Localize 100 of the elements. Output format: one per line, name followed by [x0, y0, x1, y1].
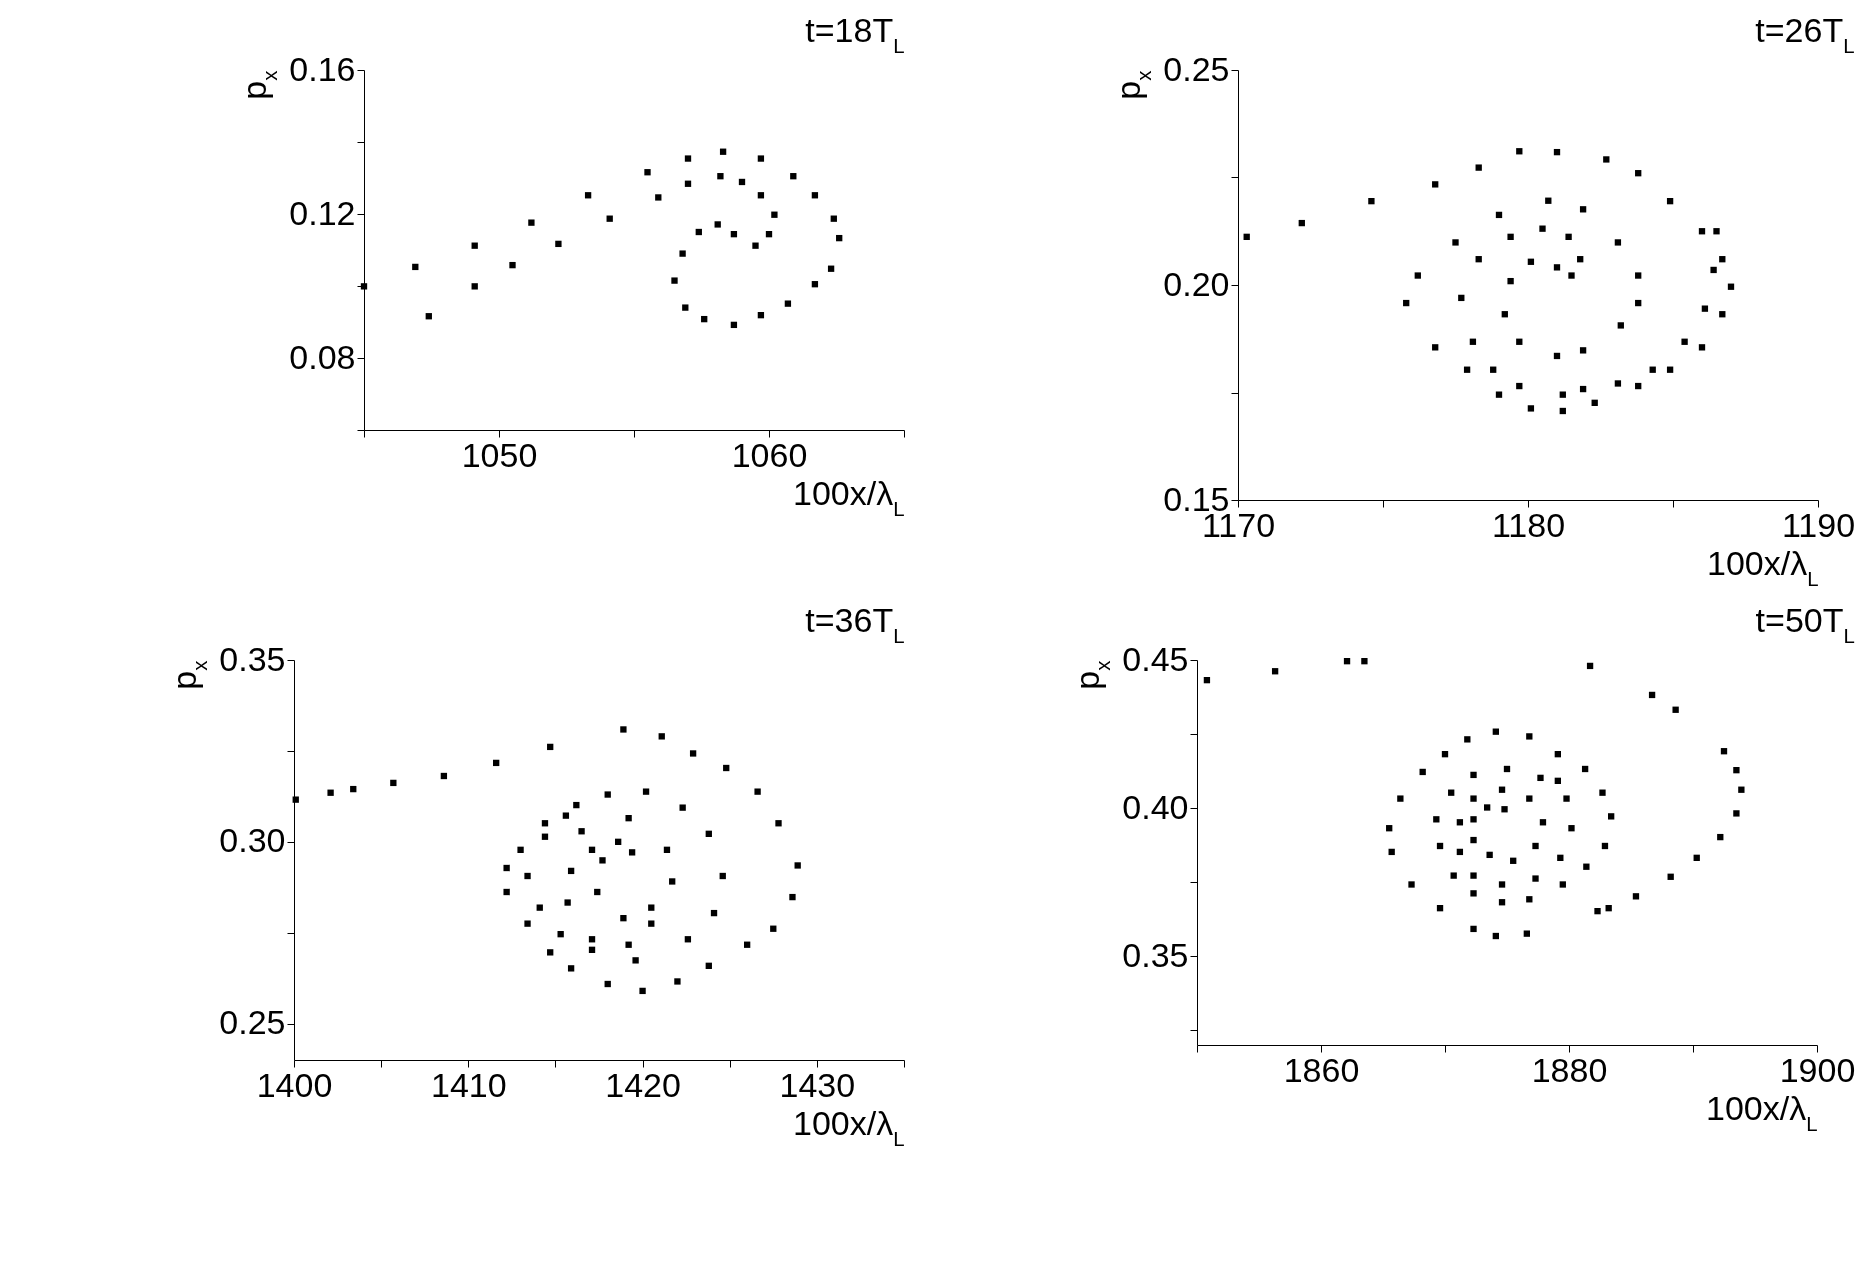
point: [648, 920, 655, 927]
x-tick-label: 1860: [1283, 1050, 1360, 1089]
x-tick-label: 1420: [605, 1065, 681, 1104]
point: [695, 228, 702, 236]
chart-title: t=26T$_{L}$: [1755, 11, 1855, 57]
y-tick-label: 0.16: [289, 49, 356, 88]
point: [1516, 338, 1523, 345]
point: [1635, 299, 1642, 307]
y-tick-label: 0.40: [1122, 787, 1189, 826]
point: [655, 194, 662, 201]
point: [719, 872, 726, 880]
chart-title: t=18T$_{L}$: [805, 11, 905, 57]
point: [578, 828, 585, 835]
point: [701, 315, 708, 323]
point: [682, 304, 689, 311]
x-tick-label: 1880: [1531, 1050, 1608, 1089]
point: [771, 211, 778, 218]
point: [604, 980, 611, 988]
point: [674, 978, 681, 985]
x-axis-title: 100x/λ$_{L}$: [792, 1103, 905, 1150]
point: [689, 750, 697, 757]
point: [719, 148, 727, 155]
point: [1475, 164, 1482, 171]
point: [604, 791, 611, 798]
point: [775, 820, 782, 827]
point: [757, 155, 765, 162]
point: [1298, 219, 1305, 227]
point: [679, 250, 686, 257]
point: [1635, 170, 1642, 177]
x-tick-label: 1410: [430, 1065, 507, 1104]
point: [628, 849, 636, 856]
point: [564, 899, 571, 906]
point: [350, 785, 357, 793]
point: [790, 173, 797, 180]
point: [1539, 225, 1546, 232]
point: [1432, 181, 1439, 188]
point: [425, 313, 432, 320]
x-tick-label: 1430: [779, 1065, 856, 1104]
point: [1559, 407, 1566, 415]
point: [717, 173, 724, 180]
point: [658, 733, 665, 740]
point: [1635, 382, 1642, 390]
point: [811, 281, 819, 288]
point: [517, 846, 524, 853]
x-axis-title: 100x/λ$_{L}$: [792, 473, 905, 520]
x-axis-title: 100x/λ$_{L}$: [1705, 1088, 1818, 1135]
point: [752, 242, 759, 249]
point: [1469, 338, 1477, 345]
point: [1579, 206, 1587, 213]
point: [1579, 385, 1587, 393]
y-tick-label: 0.12: [289, 193, 356, 232]
point: [1698, 344, 1706, 351]
point: [1501, 311, 1508, 318]
point: [1713, 228, 1720, 235]
point: [827, 265, 835, 272]
point: [644, 169, 651, 176]
point: [754, 788, 761, 795]
y-tick-label: 0.08: [289, 337, 356, 376]
point: [1507, 277, 1514, 285]
point: [562, 812, 570, 819]
point: [1553, 352, 1561, 360]
x-tick-label: 1900: [1779, 1050, 1856, 1089]
point: [1614, 239, 1622, 246]
point: [1719, 256, 1726, 263]
point: [1565, 233, 1572, 240]
point: [671, 277, 678, 284]
point: [625, 941, 632, 948]
x-tick-label: 1060: [731, 435, 808, 474]
point: [1710, 266, 1717, 274]
point: [1701, 305, 1709, 312]
point: [1649, 366, 1656, 373]
point: [1463, 366, 1471, 373]
point: [669, 878, 676, 885]
point: [1368, 197, 1375, 205]
point: [1495, 391, 1503, 398]
point: [789, 893, 796, 901]
point: [684, 155, 692, 162]
point: [794, 862, 801, 869]
point: [836, 234, 843, 242]
point: [1490, 366, 1497, 373]
point: [1577, 256, 1584, 263]
point: [1545, 197, 1552, 204]
point: [471, 283, 478, 290]
y-tick-label: 0.20: [1163, 264, 1230, 303]
point: [1495, 211, 1503, 219]
y-tick-label: 0.35: [1122, 935, 1189, 974]
x-tick-label: 1180: [1491, 505, 1566, 544]
point: [710, 909, 718, 917]
point: [584, 192, 592, 199]
point: [620, 915, 627, 922]
point: [1243, 233, 1250, 240]
point: [757, 192, 765, 199]
x-tick-label: 1190: [1781, 505, 1856, 544]
point: [412, 263, 419, 271]
point: [714, 221, 721, 228]
point: [588, 946, 596, 953]
point: [620, 726, 627, 733]
point: [1527, 258, 1535, 265]
point: [493, 759, 500, 767]
point: [642, 788, 650, 795]
